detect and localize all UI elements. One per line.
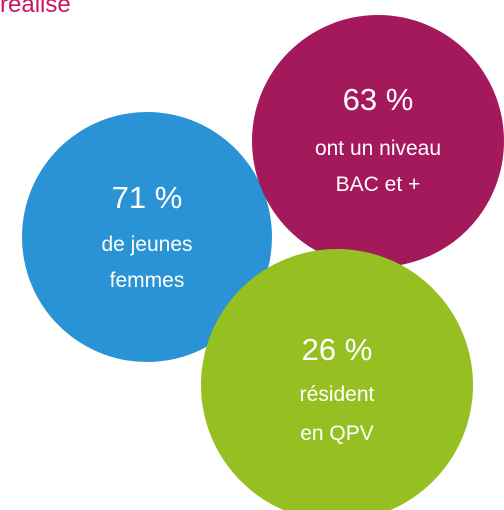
stat-label: en QPV — [300, 422, 374, 445]
stat-circle — [22, 112, 272, 362]
stat-label: ont un niveau — [315, 137, 441, 160]
stat-label: de jeunes — [101, 233, 192, 256]
stat-label: femmes — [110, 269, 185, 292]
stat-label: résident — [300, 383, 375, 406]
stat-value: 26 % — [302, 332, 373, 367]
stat-label: BAC et + — [336, 173, 421, 196]
stat-circle — [252, 15, 504, 267]
stat-value: 71 % — [112, 180, 183, 215]
heading: réalisé — [0, 0, 71, 18]
stat-circle — [201, 249, 473, 510]
stat-value: 63 % — [343, 82, 414, 117]
